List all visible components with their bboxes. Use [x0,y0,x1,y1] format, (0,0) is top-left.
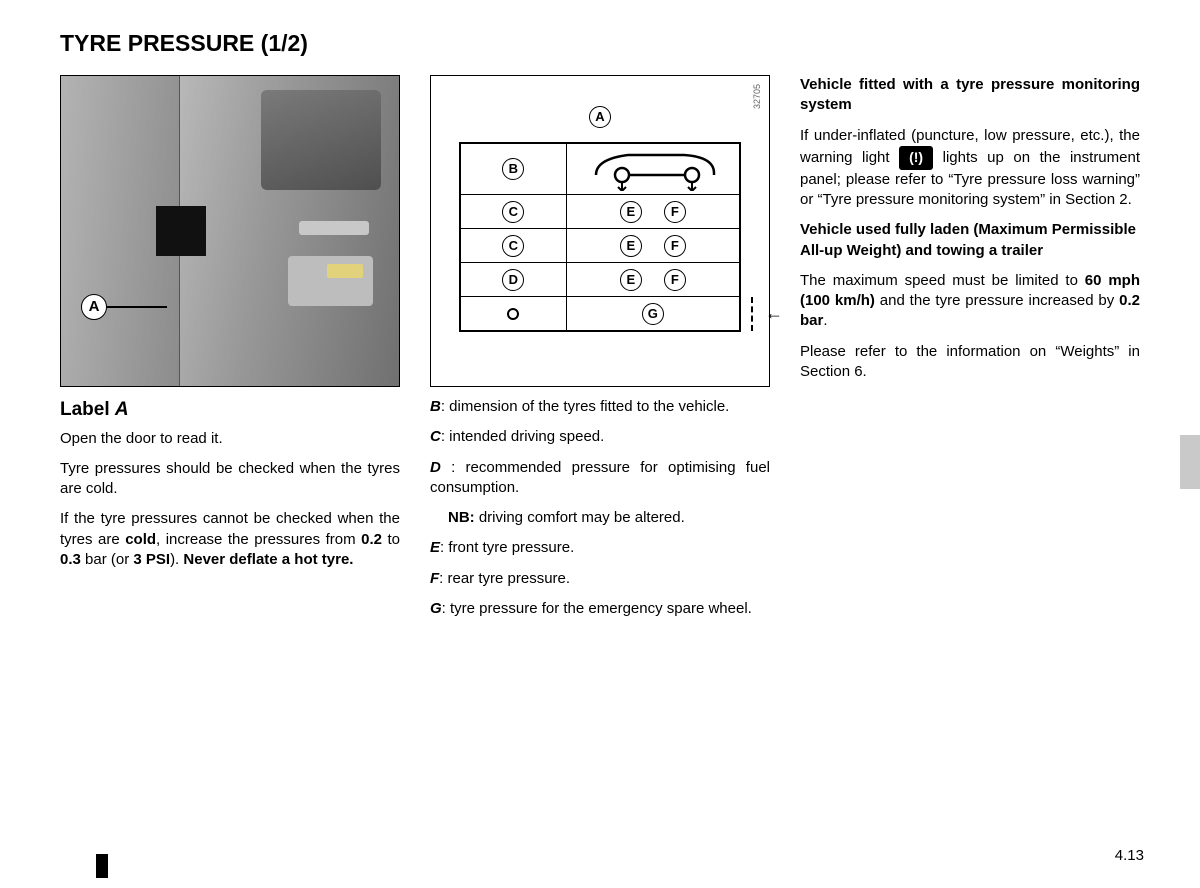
label-a-heading: Label A [60,397,400,423]
laden-text: The maximum speed must be limited to 60 … [800,271,1140,332]
page-title: TYRE PRESSURE (1/2) [60,30,1140,57]
label-sticker [156,206,206,256]
spare-wheel-icon [507,308,519,320]
hot-tyre-text: If the tyre pressures cannot be checked … [60,509,400,570]
column-middle: 32705 A B [430,75,770,629]
tpms-warning-icon [899,146,933,170]
car-silhouette-icon [588,147,718,191]
tpms-text: If under-inflated (puncture, low pressur… [800,126,1140,211]
column-right: Vehicle fitted with a tyre pressure moni… [800,75,1140,629]
column-left: 40889 A Label A Open the [60,75,400,629]
callout-a: A [81,294,167,320]
cold-check-text: Tyre pressures should be checked when th… [60,459,400,500]
arrow-left-icon: ← [765,301,783,325]
diagram-figure: 32705 A B [430,75,770,387]
definitions-list: B: dimension of the tyres fitted to the … [430,397,770,619]
laden-heading: Vehicle used fully laden (Maximum Permis… [800,220,1140,261]
page-number: 4.13 [1115,847,1144,864]
side-tab [1180,435,1200,489]
diagram-id: 32705 [751,84,763,109]
open-door-text: Open the door to read it. [60,429,400,449]
weights-ref: Please refer to the information on “Weig… [800,342,1140,383]
footer-mark [96,854,108,878]
tpms-heading: Vehicle fitted with a tyre pressure moni… [800,75,1140,116]
photo-figure: 40889 A [60,75,400,387]
diagram-label-a: A [589,106,611,128]
label-grid: B [459,142,741,332]
